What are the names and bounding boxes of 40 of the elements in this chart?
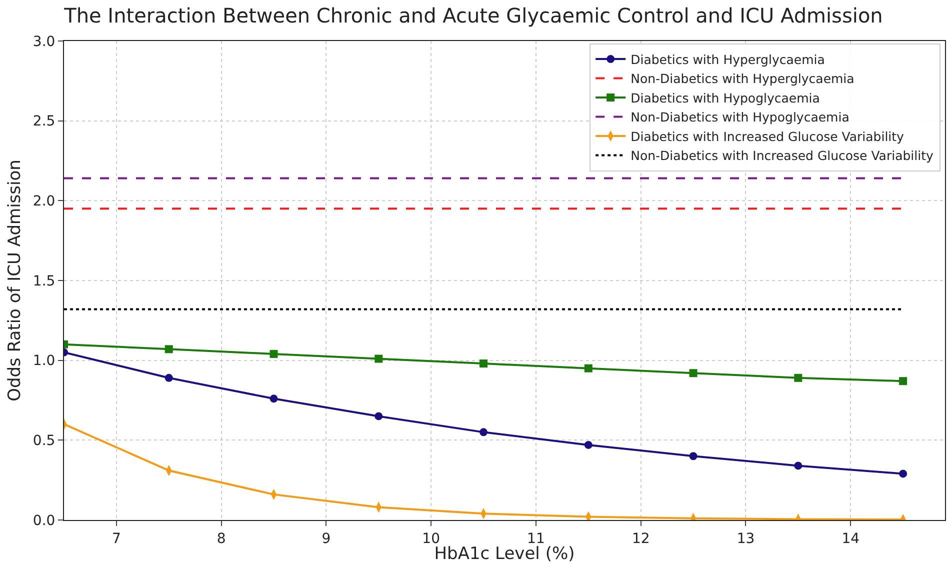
x-tick-label: 9 (322, 530, 331, 547)
x-tick-label: 12 (632, 530, 650, 547)
x-tick-label: 8 (216, 530, 226, 547)
legend-label: Non-Diabetics with Hypoglycaemia (630, 110, 850, 125)
point (270, 394, 278, 403)
y-tick-label: 2.0 (32, 194, 56, 210)
legend-label: Diabetics with Increased Glucose Variability (630, 128, 905, 144)
point (689, 452, 698, 460)
point (689, 369, 698, 378)
x-tick-label: 7 (112, 530, 121, 547)
y-tick-label: 2.5 (32, 114, 56, 130)
x-tick-label: 14 (842, 530, 860, 547)
point (584, 364, 592, 372)
legend-label: Diabetics with Hyperglycaemia (630, 52, 825, 67)
x-axis-title: HbA1c Level (%) (434, 544, 575, 564)
y-tick-label: 1.5 (32, 273, 56, 290)
y-axis-title: Odds Ratio of ICU Admission (5, 160, 25, 402)
point (374, 354, 383, 363)
legend-label: Diabetics with Hypoglycaemia (630, 90, 820, 106)
legend-label: Non-Diabetics with Hyperglycaemia (630, 71, 854, 86)
y-tick-label: 3.0 (32, 34, 56, 50)
point (480, 360, 488, 368)
y-tick-label: 1.0 (32, 353, 56, 370)
y-tick-label: 0.0 (32, 512, 56, 529)
point (794, 374, 802, 382)
point (899, 377, 908, 386)
x-tick-label: 11 (527, 530, 545, 547)
legend-label: Non-Diabetics with Increased Glucose Variability (630, 148, 934, 164)
point (270, 350, 278, 358)
chart-title: The Interaction Between Chronic and Acute Glycaemic Control and ICU Admission (63, 3, 883, 28)
point (164, 374, 173, 382)
point (480, 428, 488, 436)
point (164, 345, 173, 354)
point (794, 462, 802, 470)
point (899, 470, 908, 478)
point (584, 440, 592, 449)
point (374, 412, 383, 420)
x-tick-label: 10 (422, 530, 440, 547)
x-tick-label: 13 (736, 530, 755, 547)
y-tick-label: 0.5 (32, 433, 56, 450)
